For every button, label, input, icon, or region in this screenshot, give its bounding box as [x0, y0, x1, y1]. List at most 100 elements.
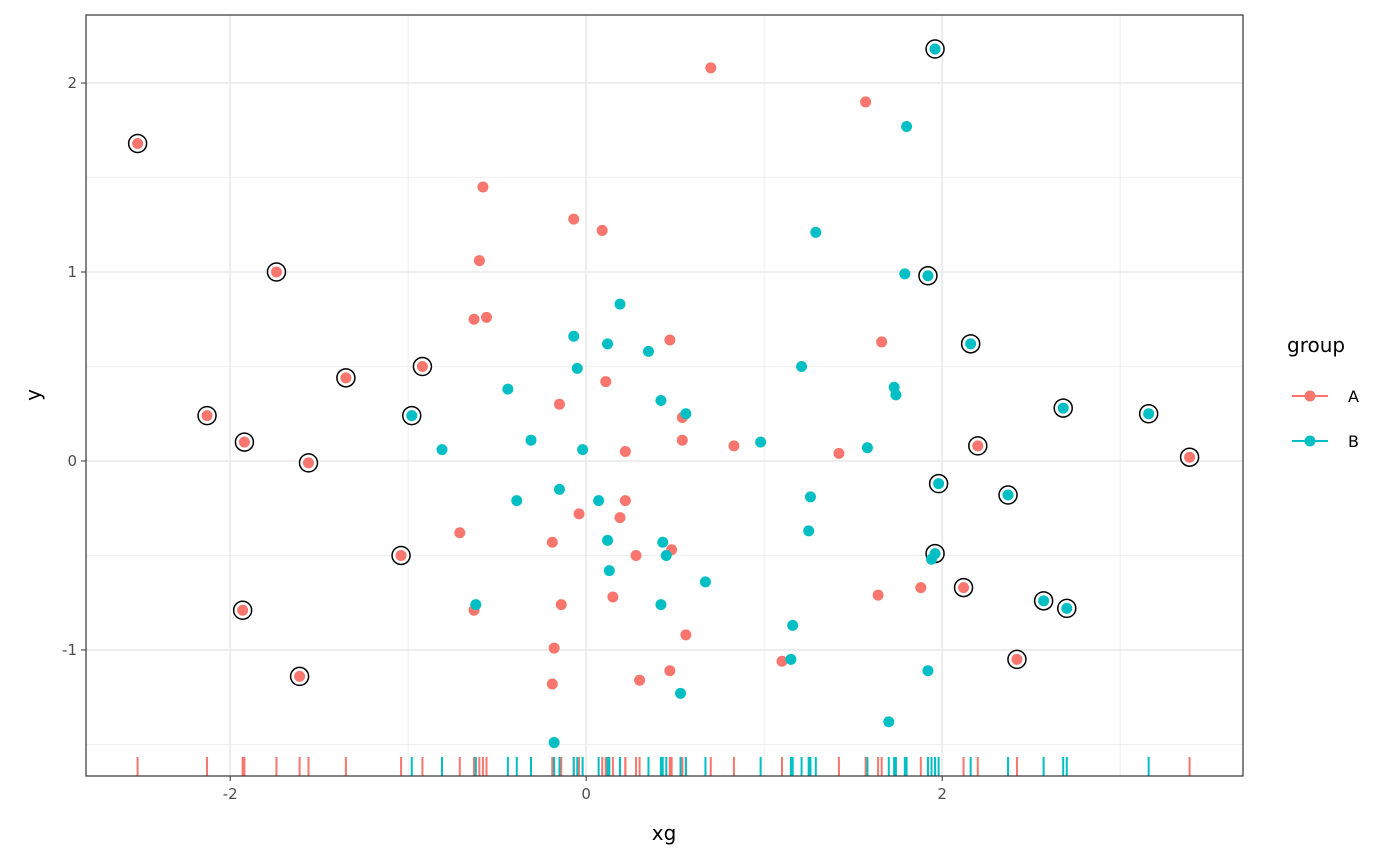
- point-B: [593, 495, 605, 507]
- axis-ticks: -2 0 2 -1 0 1 2: [62, 74, 947, 803]
- point-A: [705, 62, 717, 74]
- point-A: [553, 398, 565, 410]
- point-A: [972, 440, 984, 452]
- point-B: [511, 495, 523, 507]
- legend-label: A: [1348, 387, 1359, 406]
- point-B: [890, 389, 902, 401]
- point-A: [477, 181, 489, 193]
- points: [127, 39, 1200, 749]
- point-A: [860, 96, 872, 108]
- legend: group A B: [1287, 333, 1359, 451]
- point-B: [571, 362, 583, 374]
- point-B: [548, 737, 560, 749]
- point-B: [553, 483, 565, 495]
- point-B: [965, 338, 977, 350]
- y-tick-label: 1: [67, 263, 77, 281]
- point-B: [922, 270, 934, 282]
- point-B: [614, 298, 626, 310]
- y-tick-label: 2: [67, 74, 77, 92]
- point-A: [416, 360, 428, 372]
- x-tick-label: 2: [937, 785, 947, 803]
- point-A: [958, 582, 970, 594]
- point-A: [728, 440, 740, 452]
- x-tick-label: 0: [581, 785, 591, 803]
- point-B: [883, 716, 895, 728]
- point-A: [876, 336, 888, 348]
- point-B: [642, 345, 654, 357]
- point-B: [603, 565, 615, 577]
- point-B: [787, 619, 799, 631]
- y-tick-label: -1: [62, 641, 77, 659]
- point-B: [796, 360, 808, 372]
- point-B: [680, 408, 692, 420]
- point-B: [436, 444, 448, 456]
- point-A: [630, 549, 642, 561]
- point-A: [619, 495, 631, 507]
- point-B: [901, 120, 913, 132]
- rug: [136, 757, 1191, 776]
- point-B: [675, 687, 687, 699]
- point-A: [201, 410, 213, 422]
- point-A: [676, 434, 688, 446]
- point-B: [602, 338, 614, 350]
- point-A: [776, 655, 788, 667]
- point-A: [568, 213, 580, 225]
- point-B: [861, 442, 873, 454]
- point-B: [899, 268, 911, 280]
- point-A: [132, 138, 144, 150]
- point-B: [755, 436, 767, 448]
- point-B: [810, 226, 822, 238]
- y-axis-title: y: [21, 389, 45, 401]
- x-tick-label: -2: [223, 785, 238, 803]
- point-A: [481, 311, 492, 323]
- point-A: [1184, 451, 1196, 463]
- point-B: [785, 653, 797, 665]
- point-B: [406, 410, 418, 422]
- point-A: [555, 599, 567, 611]
- point-B: [502, 383, 514, 395]
- grid: [86, 15, 1243, 776]
- point-A: [596, 224, 608, 236]
- legend-key-point: [1304, 390, 1316, 402]
- legend-title: group: [1287, 333, 1345, 357]
- point-A: [680, 629, 692, 641]
- point-B: [803, 525, 815, 537]
- point-A: [573, 508, 585, 520]
- point-B: [1057, 402, 1069, 414]
- point-A: [619, 446, 631, 458]
- point-A: [238, 436, 250, 448]
- point-B: [1002, 489, 1014, 501]
- point-A: [473, 255, 485, 267]
- point-B: [577, 444, 589, 456]
- point-A: [454, 527, 466, 539]
- point-B: [699, 576, 711, 588]
- point-A: [294, 670, 306, 682]
- point-B: [525, 434, 537, 446]
- point-A: [1011, 653, 1023, 665]
- point-B: [922, 665, 934, 677]
- point-B: [804, 491, 816, 503]
- point-B: [1061, 602, 1073, 614]
- point-A: [634, 674, 646, 686]
- point-B: [660, 549, 672, 561]
- point-A: [614, 512, 626, 524]
- legend-key-point: [1304, 435, 1316, 447]
- point-A: [548, 642, 560, 654]
- point-A: [546, 536, 558, 548]
- point-B: [657, 536, 669, 548]
- point-B: [1038, 595, 1050, 607]
- legend-label: B: [1348, 432, 1359, 451]
- y-tick-label: 0: [67, 452, 77, 470]
- x-axis-title: xg: [652, 821, 677, 845]
- point-B: [568, 330, 580, 342]
- point-A: [607, 591, 619, 603]
- point-A: [833, 447, 845, 459]
- point-B: [929, 43, 941, 55]
- point-A: [546, 678, 558, 690]
- point-A: [395, 549, 407, 561]
- point-A: [270, 266, 282, 278]
- point-A: [340, 372, 352, 384]
- point-A: [600, 376, 612, 388]
- point-B: [655, 395, 667, 407]
